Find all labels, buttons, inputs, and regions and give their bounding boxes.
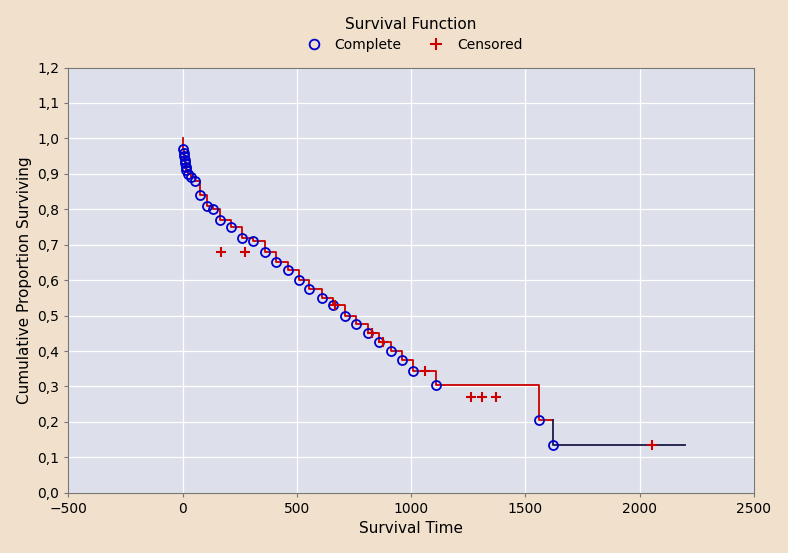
X-axis label: Survival Time: Survival Time (359, 521, 463, 536)
Legend: Complete, Censored: Complete, Censored (294, 32, 528, 57)
Y-axis label: Cumulative Proportion Surviving: Cumulative Proportion Surviving (17, 156, 32, 404)
Title: Survival Function: Survival Function (345, 17, 477, 32)
